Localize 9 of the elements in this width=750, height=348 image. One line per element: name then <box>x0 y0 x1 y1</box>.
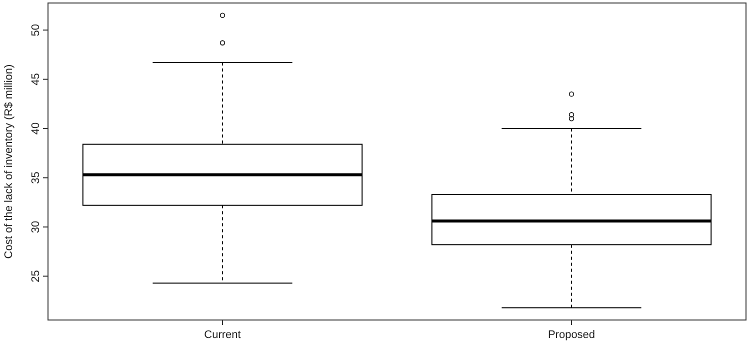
y-tick-label: 50 <box>30 24 42 36</box>
x-tick-label: Proposed <box>548 329 596 341</box>
y-tick-label: 35 <box>30 172 42 184</box>
y-tick-label: 45 <box>30 73 42 86</box>
y-axis-title: Cost of the lack of inventory (R$ million) <box>3 64 15 259</box>
y-tick-label: 25 <box>30 270 42 282</box>
y-tick-label: 40 <box>30 122 42 135</box>
x-tick-label: Current <box>204 329 241 341</box>
y-tick-label: 30 <box>30 220 42 234</box>
